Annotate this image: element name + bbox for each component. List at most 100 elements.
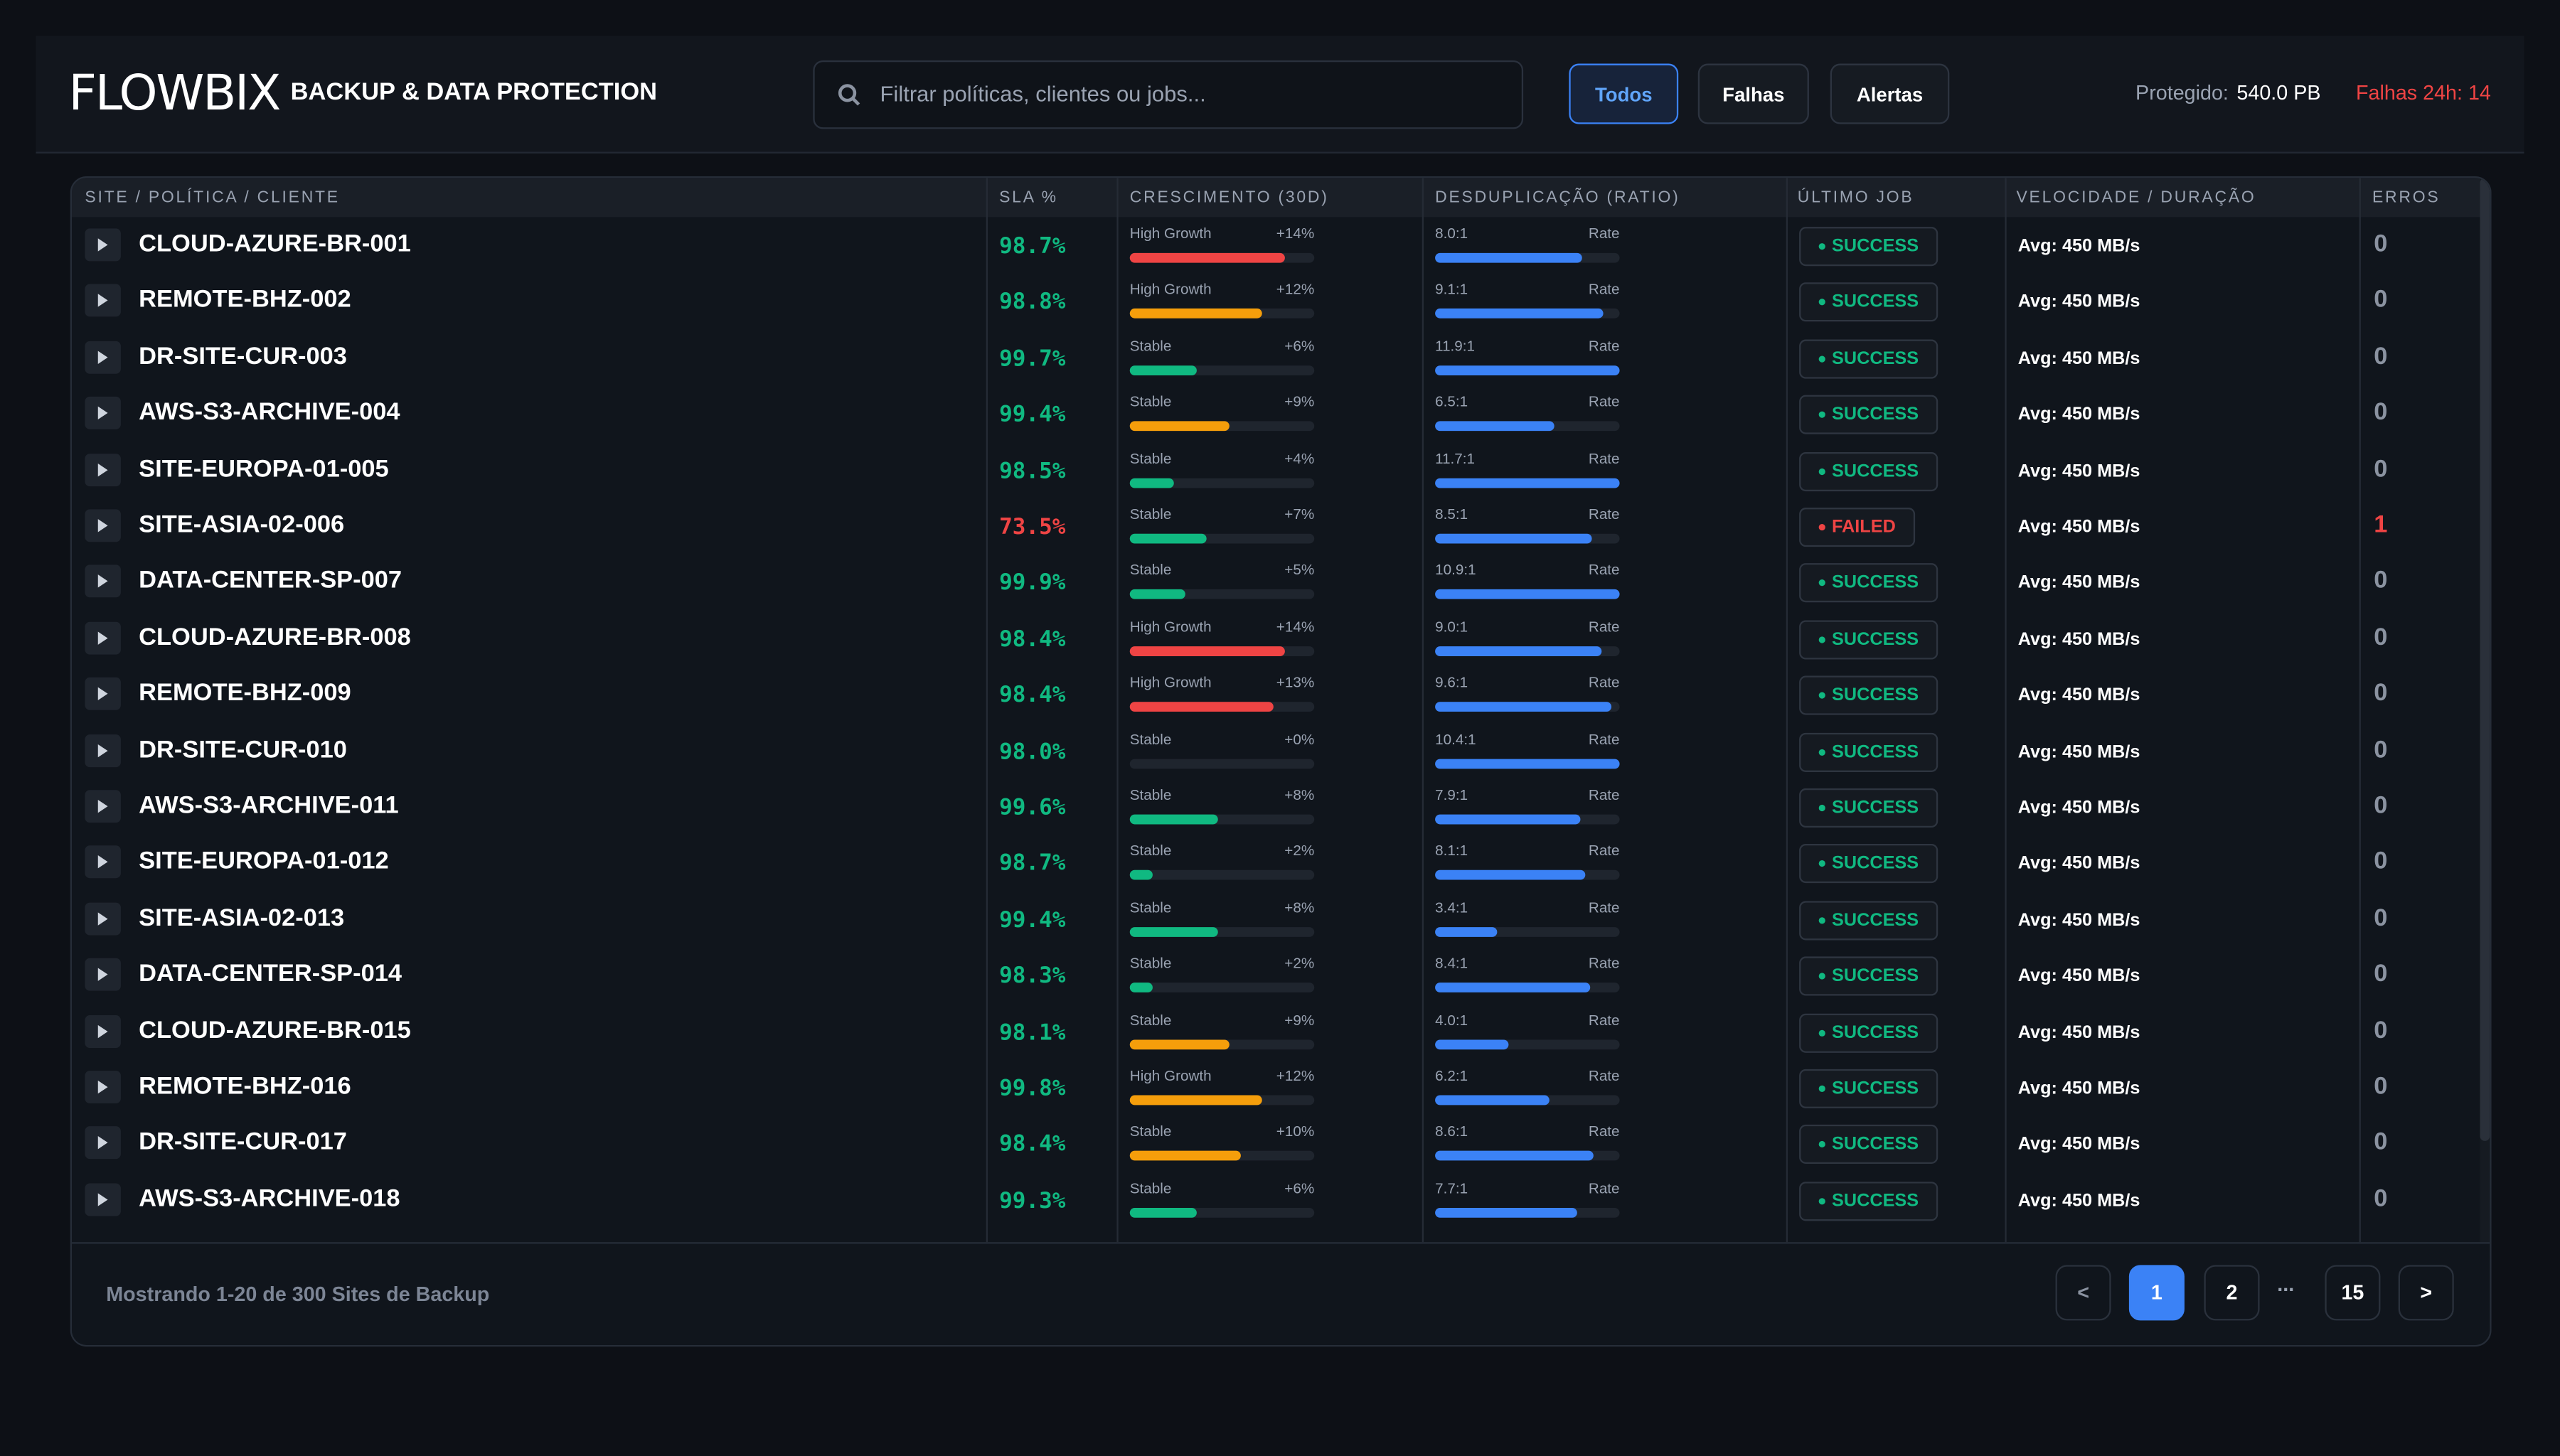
table-row[interactable]: REMOTE-BHZ-002 98.8% High Growth +12% 9.1:1 R… — [72, 273, 2480, 329]
status-badge: FAILED — [1799, 508, 1916, 547]
dedup-label: Rate — [1588, 899, 1620, 916]
speed: Avg: 450 MB/s — [2017, 236, 2140, 257]
page-button[interactable]: < — [2055, 1265, 2111, 1321]
filter-button[interactable]: Falhas — [1697, 63, 1809, 124]
sla-value: 98.4% — [999, 1131, 1066, 1158]
dedup-bar — [1435, 702, 1613, 712]
site-name: REMOTE-BHZ-016 — [139, 1072, 351, 1101]
growth-track — [1129, 1095, 1315, 1106]
growth-change: +8% — [1284, 899, 1315, 916]
errors: 0 — [2374, 735, 2388, 764]
page-button[interactable]: 2 — [2204, 1265, 2260, 1321]
growth-bar — [1129, 252, 1285, 263]
growth-change: +12% — [1276, 1067, 1315, 1084]
expand-button[interactable] — [85, 565, 121, 599]
speed: Avg: 450 MB/s — [2017, 966, 2140, 987]
site-name: SITE-ASIA-02-013 — [139, 904, 345, 932]
dedup-label: Rate — [1588, 393, 1620, 410]
dedup-ratio: 8.0:1 — [1435, 225, 1468, 242]
growth-label: Stable — [1129, 955, 1172, 972]
dedup-ratio: 7.9:1 — [1435, 786, 1468, 803]
dedup-label: Rate — [1588, 955, 1620, 972]
expand-button[interactable] — [85, 228, 121, 262]
dedup-track — [1435, 983, 1620, 993]
table-row[interactable]: DATA-CENTER-SP-014 98.3% Stable +2% 8.4:1 Rat… — [72, 947, 2480, 1003]
filter-button[interactable]: Todos — [1569, 63, 1679, 124]
dedup-track — [1435, 421, 1620, 432]
dedup-track — [1435, 477, 1620, 488]
sla-value: 98.4% — [999, 626, 1066, 653]
expand-button[interactable] — [85, 453, 121, 486]
site-name: SITE-EUROPA-01-012 — [139, 847, 389, 876]
dedup-track — [1435, 252, 1620, 263]
page-button[interactable]: 15 — [2325, 1265, 2381, 1321]
growth-track — [1129, 870, 1315, 881]
status-badge: SUCCESS — [1799, 227, 1938, 267]
table-row[interactable]: AWS-S3-ARCHIVE-011 99.6% Stable +8% 7.9:1 Rat… — [72, 778, 2480, 835]
table-row[interactable]: SITE-ASIA-02-013 99.4% Stable +8% 3.4:1 Rate S… — [72, 891, 2480, 947]
growth-change: +9% — [1284, 393, 1315, 410]
table-row[interactable]: DR-SITE-CUR-017 98.4% Stable +10% 8.6:1 Rate S… — [72, 1115, 2480, 1172]
expand-button[interactable] — [85, 1183, 121, 1216]
table-row[interactable]: CLOUD-AZURE-BR-001 98.7% High Growth +14% 8.… — [72, 217, 2480, 273]
growth-track — [1129, 589, 1315, 600]
expand-button[interactable] — [85, 678, 121, 711]
growth-label: Stable — [1129, 899, 1172, 916]
expand-button[interactable] — [85, 1015, 121, 1048]
expand-button[interactable] — [85, 734, 121, 767]
growth-track — [1129, 421, 1315, 432]
page-button[interactable]: 1 — [2128, 1265, 2185, 1321]
column-divider — [2005, 178, 2007, 1243]
growth-change: +2% — [1284, 842, 1315, 860]
expand-button[interactable] — [85, 902, 121, 936]
site-name: DATA-CENTER-SP-007 — [139, 567, 402, 595]
growth-label: Stable — [1129, 1011, 1172, 1028]
column-header: SLA % — [999, 189, 1058, 208]
expand-button[interactable] — [85, 790, 121, 823]
expand-button[interactable] — [85, 958, 121, 992]
page-button[interactable]: > — [2398, 1265, 2454, 1321]
expand-button[interactable] — [85, 846, 121, 879]
growth-track — [1129, 309, 1315, 319]
speed: Avg: 450 MB/s — [2017, 1022, 2140, 1043]
sla-value: 99.7% — [999, 346, 1066, 373]
dedup-label: Rate — [1588, 674, 1620, 691]
growth-bar — [1129, 421, 1230, 432]
dedup-label: Rate — [1588, 1011, 1620, 1028]
expand-button[interactable] — [85, 1071, 121, 1104]
table-row[interactable]: SITE-EUROPA-01-005 98.5% Stable +4% 11.7:1 Ra… — [72, 441, 2480, 498]
expand-button[interactable] — [85, 397, 121, 430]
dedup-bar — [1435, 646, 1601, 656]
dedup-bar — [1435, 1095, 1550, 1106]
expand-button[interactable] — [85, 621, 121, 655]
expand-button[interactable] — [85, 1127, 121, 1160]
column-header: DESDUPLICAÇÃO (RATIO) — [1435, 189, 1680, 208]
dedup-bar — [1435, 309, 1604, 319]
table-row[interactable]: REMOTE-BHZ-016 99.8% High Growth +12% 6.2:1 R… — [72, 1059, 2480, 1115]
column-header: CRESCIMENTO (30D) — [1129, 189, 1329, 208]
dedup-track — [1435, 533, 1620, 544]
table-row[interactable]: AWS-S3-ARCHIVE-004 99.4% Stable +9% 6.5:1 Rat… — [72, 385, 2480, 441]
scroll-thumb[interactable] — [2480, 178, 2490, 1141]
dedup-label: Rate — [1588, 225, 1620, 242]
dedup-track — [1435, 309, 1620, 319]
table-row[interactable]: SITE-EUROPA-01-012 98.7% Stable +2% 8.1:1 Rat… — [72, 835, 2480, 891]
expand-button[interactable] — [85, 509, 121, 542]
table-row[interactable]: CLOUD-AZURE-BR-015 98.1% Stable +9% 4.0:1 Rat… — [72, 1003, 2480, 1059]
search-box[interactable]: Filtrar políticas, clientes ou jobs... — [813, 60, 1524, 129]
sla-value: 99.6% — [999, 795, 1066, 821]
table-row[interactable]: DR-SITE-CUR-003 99.7% Stable +6% 11.9:1 Rate S… — [72, 329, 2480, 385]
table-row[interactable]: CLOUD-AZURE-BR-008 98.4% High Growth +14% 9.… — [72, 610, 2480, 666]
table-row[interactable]: DATA-CENTER-SP-007 99.9% Stable +5% 10.9:1 Ra… — [72, 554, 2480, 610]
filter-button[interactable]: Alertas — [1830, 63, 1950, 124]
dedup-ratio: 9.0:1 — [1435, 618, 1468, 635]
brand: FLOWBIX — [68, 65, 281, 123]
growth-track — [1129, 365, 1315, 375]
table-row[interactable]: REMOTE-BHZ-009 98.4% High Growth +13% 9.6:1 R… — [72, 666, 2480, 722]
expand-button[interactable] — [85, 284, 121, 318]
expand-button[interactable] — [85, 341, 121, 374]
table-row[interactable]: SITE-ASIA-02-006 73.5% Stable +7% 8.5:1 Rate F… — [72, 498, 2480, 554]
table-row[interactable]: DR-SITE-CUR-010 98.0% Stable +0% 10.4:1 Rate S… — [72, 722, 2480, 778]
table-row[interactable]: AWS-S3-ARCHIVE-018 99.3% Stable +6% 7.7:1 Rat… — [72, 1172, 2480, 1228]
site-name: CLOUD-AZURE-BR-015 — [139, 1016, 411, 1044]
